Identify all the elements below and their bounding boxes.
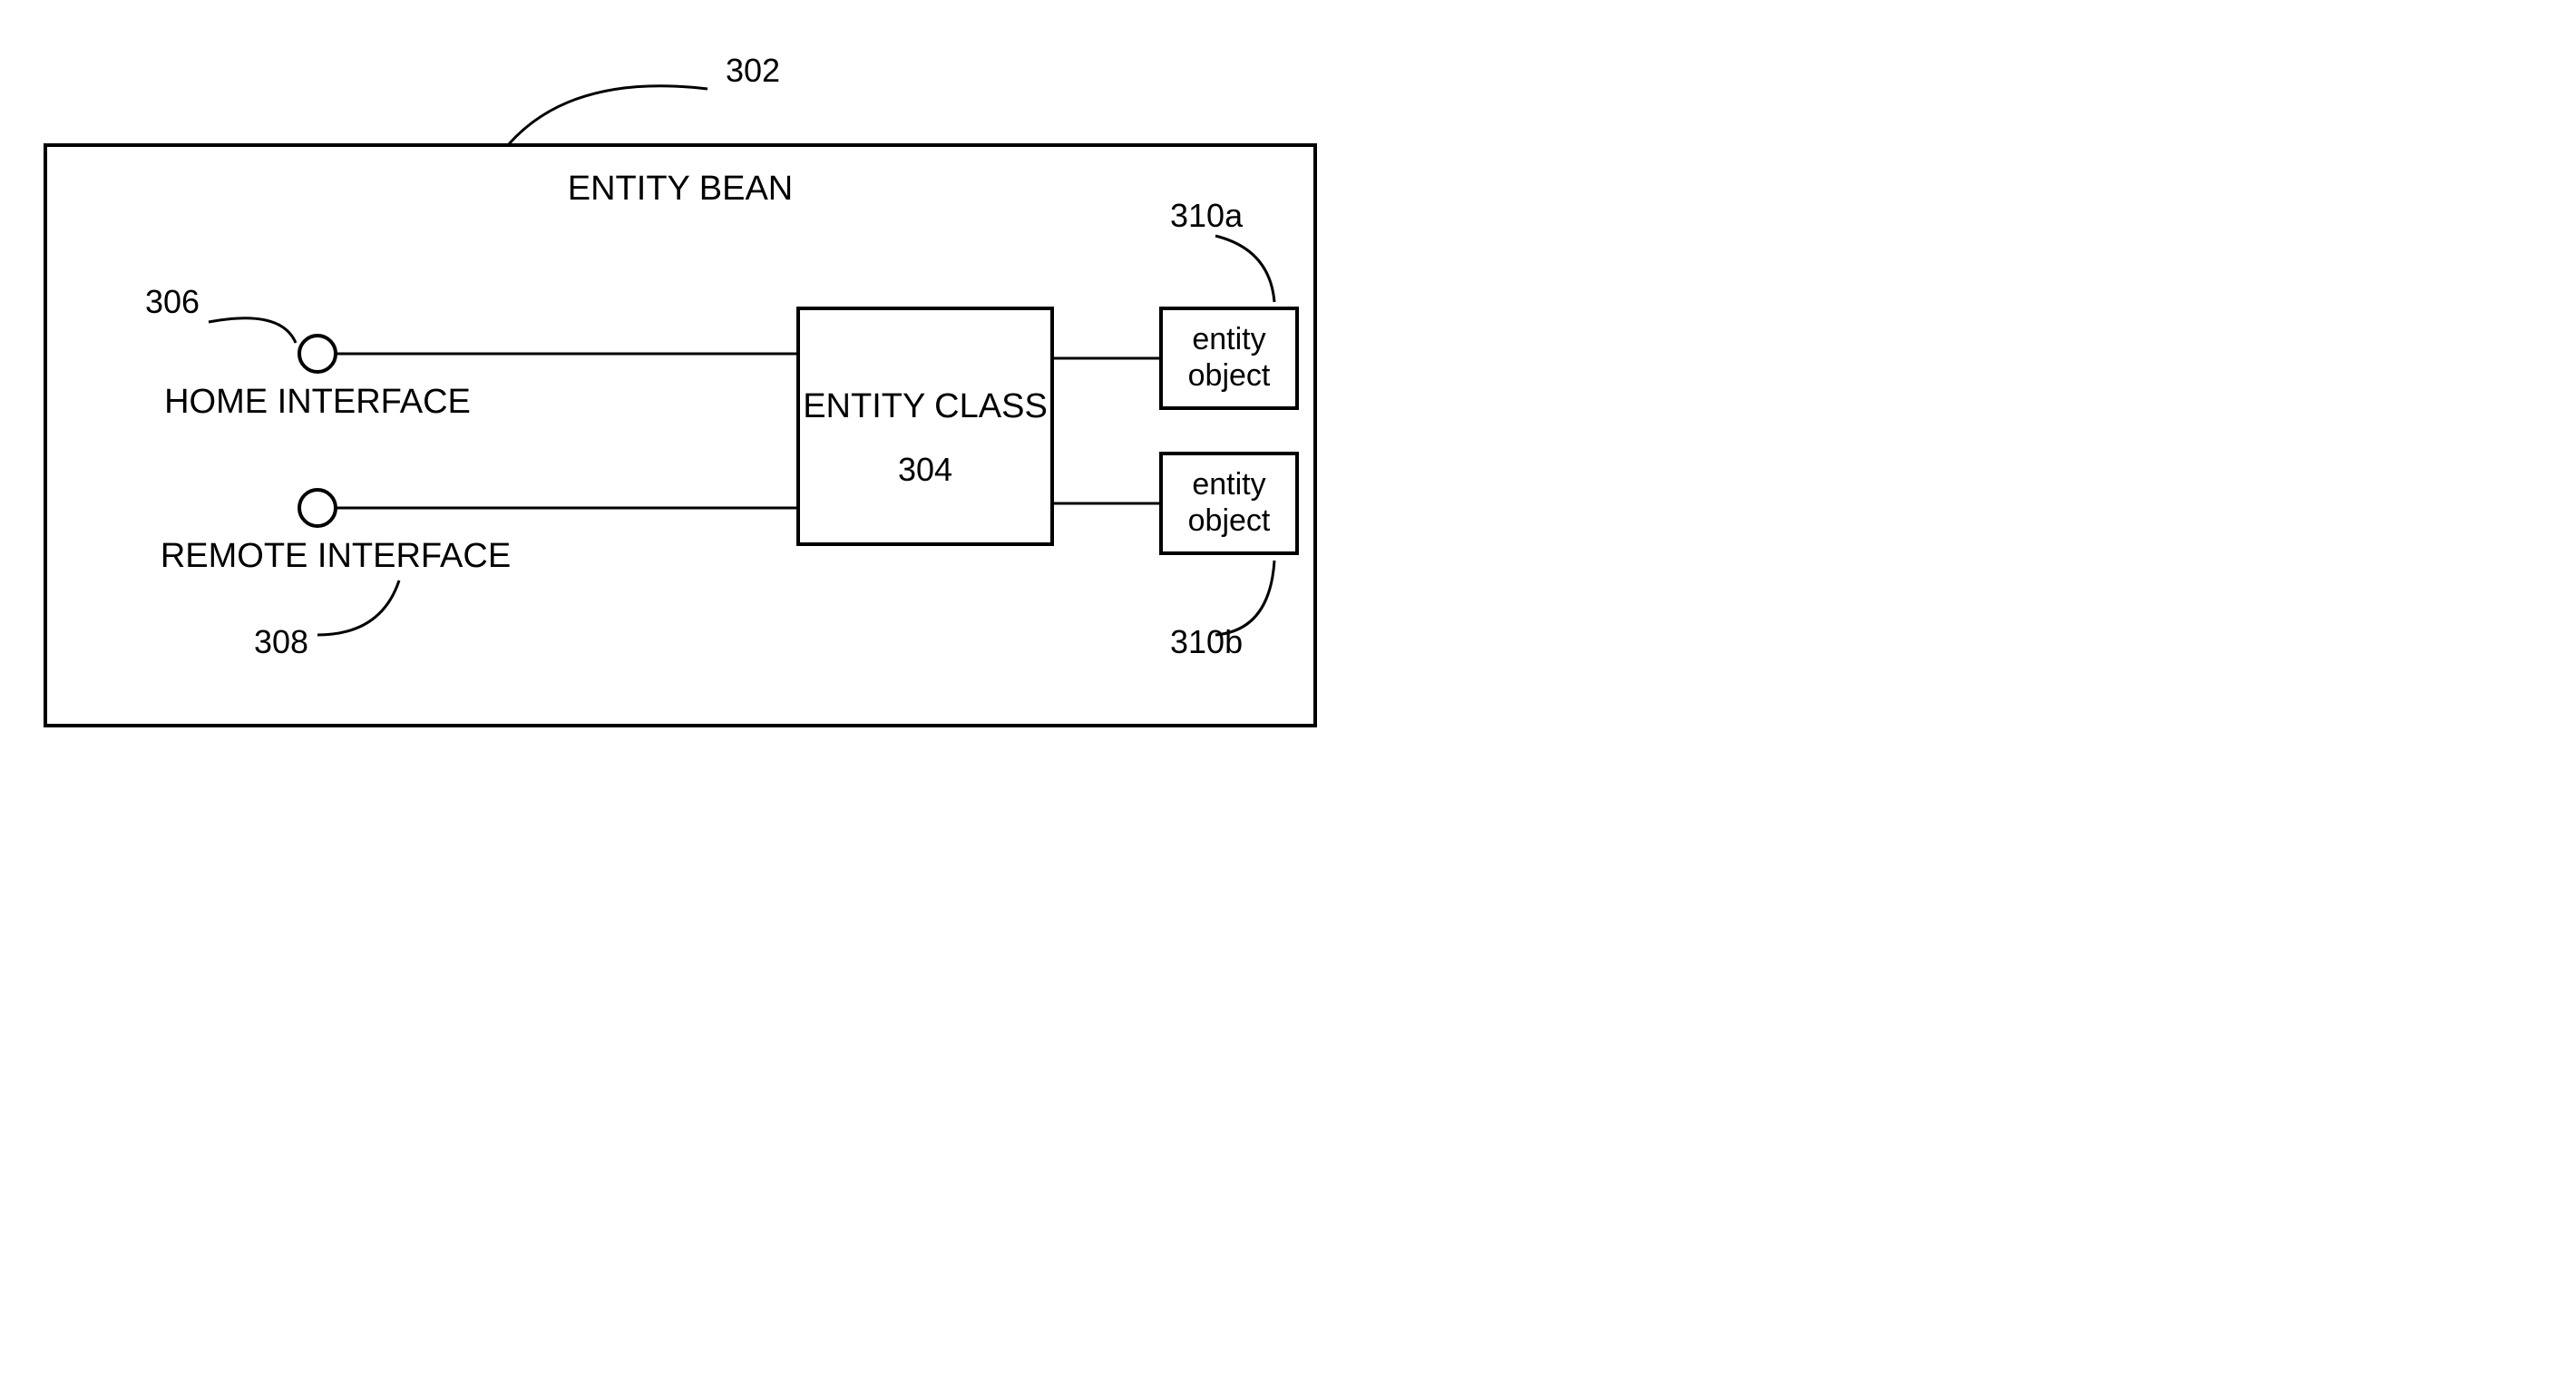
remote-interface-ref: 308 [254,623,308,660]
container-box [45,145,1315,726]
remote-interface-circle [299,490,336,526]
home-interface-label: HOME INTERFACE [164,383,471,421]
entity-class-label: ENTITY CLASS [803,387,1048,425]
home-interface-ref: 306 [145,283,200,320]
home-interface-circle [299,336,336,372]
entity-class-ref: 304 [898,451,952,488]
entity-object-b-ref: 310b [1170,623,1243,660]
entity-object-a-line1: entity [1192,322,1265,356]
home-interface-leader [209,318,296,343]
entity-class-box [798,308,1052,544]
entity-object-a-ref: 310a [1170,197,1244,234]
container-leader [508,86,707,145]
container-title: ENTITY BEAN [568,170,793,208]
entity-object-b-line2: object [1188,503,1271,538]
entity-object-b-line1: entity [1192,467,1265,502]
entity-object-a-leader [1215,236,1274,302]
entity-object-a-line2: object [1188,358,1271,393]
remote-interface-label: REMOTE INTERFACE [161,537,511,575]
container-ref: 302 [726,52,780,89]
remote-interface-leader [317,580,399,635]
